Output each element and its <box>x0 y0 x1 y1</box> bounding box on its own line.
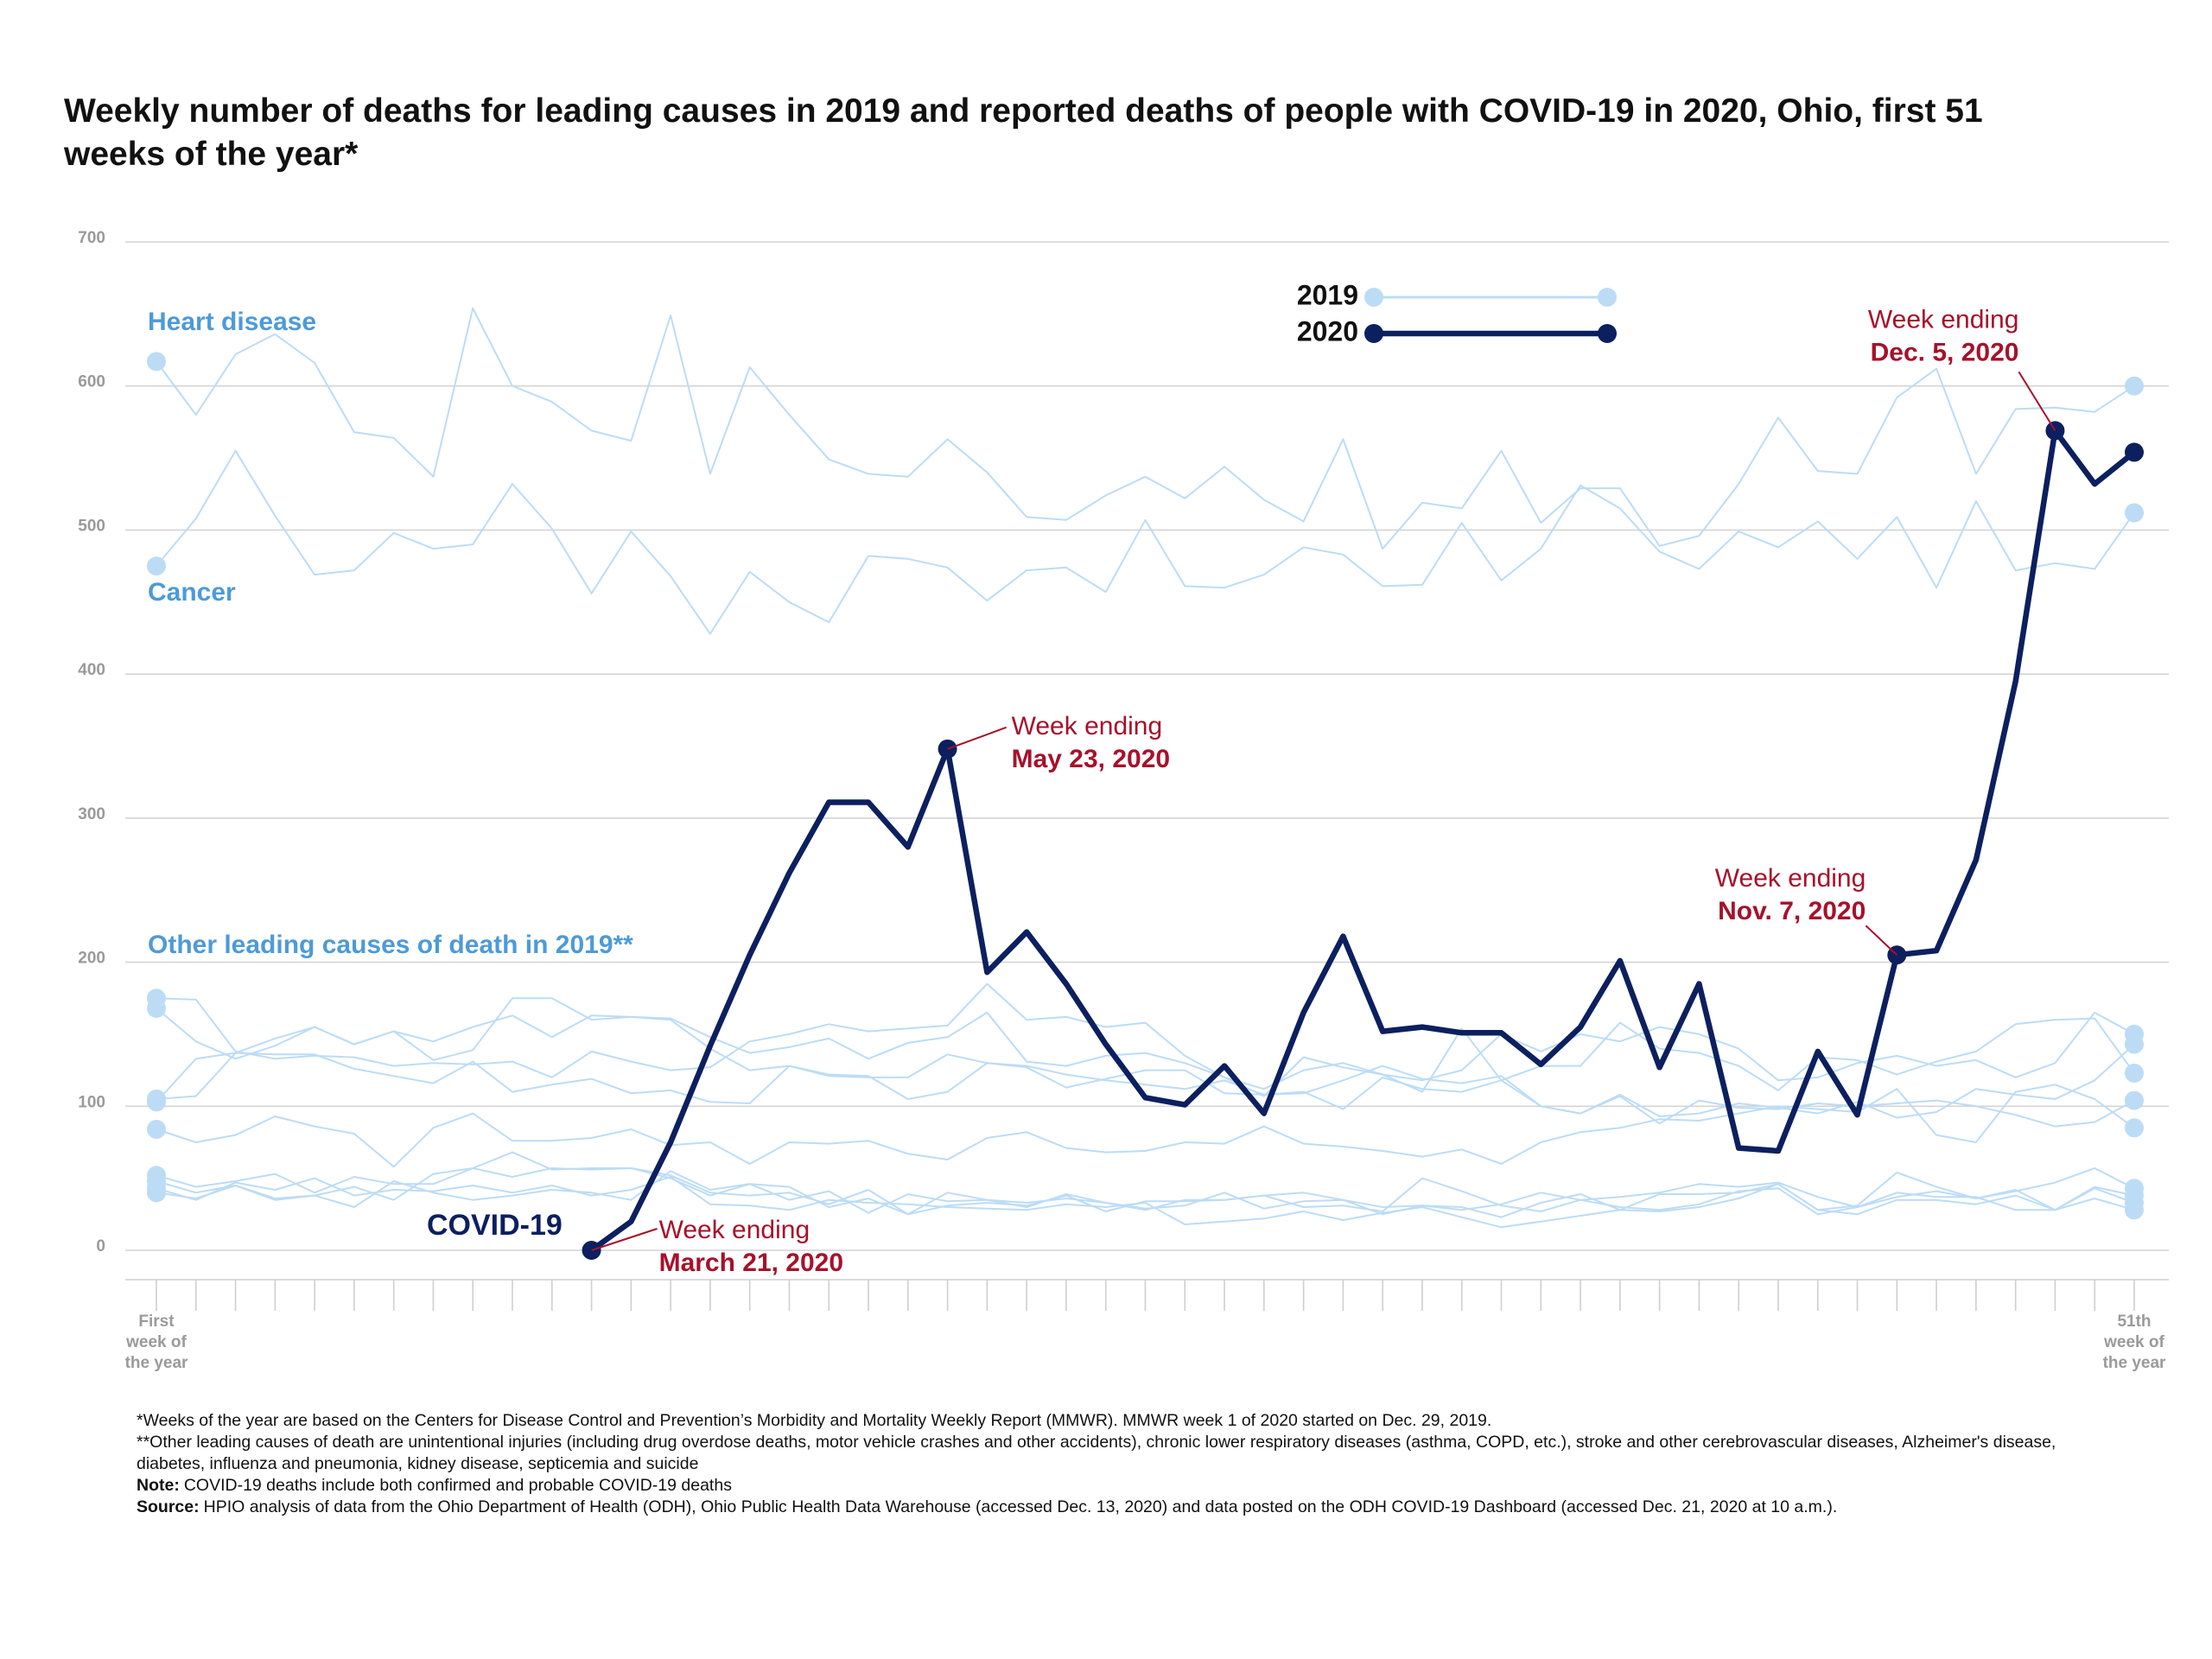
footnote: Source: HPIO analysis of data from the Oh… <box>137 1497 2089 1518</box>
footnote-text: *Weeks of the year are based on the Cent… <box>137 1411 1492 1430</box>
series-line <box>156 1151 2135 1216</box>
point-marker <box>2125 503 2144 523</box>
legend-label: 2019 <box>1297 279 1358 310</box>
point-marker <box>147 1092 166 1112</box>
y-tick-label: 700 <box>78 229 105 247</box>
annotation-leader <box>591 1228 658 1251</box>
footnotes: *Weeks of the year are based on the Cent… <box>137 1410 2089 1518</box>
chart-title: Weekly number of deaths for leading caus… <box>64 92 1983 173</box>
y-tick-label: 500 <box>78 517 105 535</box>
x-tick-label: 51th week of the year <box>2102 1313 2166 1372</box>
point-marker <box>147 998 166 1018</box>
footnote-label: Source: <box>137 1497 200 1516</box>
annotation-text: Week ending <box>659 1216 810 1244</box>
series-label: Heart disease <box>148 308 316 336</box>
point-marker <box>2125 1034 2144 1054</box>
y-tick-label: 600 <box>78 373 105 391</box>
footnote: **Other leading causes of death are unin… <box>137 1432 2089 1475</box>
legend-dot <box>1364 288 1383 307</box>
point-marker <box>2125 442 2144 462</box>
series-label: Cancer <box>148 578 236 607</box>
footnote-label: Note: <box>137 1476 180 1495</box>
legend-dot <box>1598 288 1617 307</box>
series-line <box>156 997 2135 1100</box>
footnote-text: COVID-19 deaths include both confirmed a… <box>183 1476 732 1495</box>
footnote-text: HPIO analysis of data from the Ohio Depa… <box>203 1497 1838 1516</box>
series-line <box>156 1007 2135 1119</box>
point-marker <box>147 556 166 576</box>
annotation-text: Week ending <box>1012 712 1163 741</box>
annotation-date: Nov. 7, 2020 <box>1718 897 1866 925</box>
point-marker <box>2125 1200 2144 1220</box>
footnote: *Weeks of the year are based on the Cent… <box>137 1410 2089 1432</box>
series-line <box>156 307 2135 550</box>
series-label: COVID-19 <box>427 1209 563 1242</box>
annotation-date: Dec. 5, 2020 <box>1871 338 2019 366</box>
y-tick-label: 400 <box>78 661 105 679</box>
annotation-text: Week ending <box>1868 305 2019 334</box>
series-line <box>156 1084 2135 1168</box>
x-tick-label: First week of the year <box>124 1313 188 1372</box>
annotation-leader <box>1865 925 1898 956</box>
footnote: Note: COVID-19 deaths include both confir… <box>137 1475 2089 1497</box>
annotation-leader <box>947 726 1007 750</box>
footnote-text: **Other leading causes of death are unin… <box>137 1433 2056 1473</box>
legend-dot <box>1364 324 1383 343</box>
y-tick-label: 200 <box>78 950 105 968</box>
point-marker <box>2125 1063 2144 1083</box>
annotation-date: May 23, 2020 <box>1012 745 1170 773</box>
point-marker <box>147 1183 166 1203</box>
annotation-date: March 21, 2020 <box>659 1249 843 1277</box>
y-tick-label: 300 <box>78 805 105 823</box>
legend-dot <box>1598 324 1617 343</box>
series-line <box>156 1052 2135 1128</box>
point-marker <box>2125 376 2144 396</box>
group-label: Other leading causes of death in 2019** <box>148 931 633 959</box>
point-marker <box>147 1119 166 1139</box>
annotation-text: Week ending <box>1715 864 1866 893</box>
legend-label: 2020 <box>1297 315 1358 346</box>
series-line <box>156 1176 2135 1229</box>
series-line <box>589 428 2137 1253</box>
y-tick-label: 100 <box>78 1093 105 1111</box>
point-marker <box>147 352 166 372</box>
series-line <box>156 1170 2135 1216</box>
point-marker <box>2125 1090 2144 1110</box>
annotation-leader <box>2018 371 2056 431</box>
y-tick-label: 0 <box>96 1237 105 1255</box>
point-marker <box>2125 1118 2144 1138</box>
series-line <box>156 449 2135 635</box>
